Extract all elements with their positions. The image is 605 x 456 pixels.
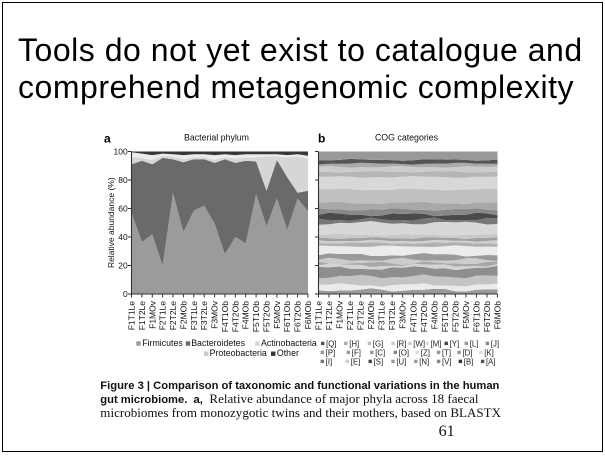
svg-text:F6T2Ob: F6T2Ob: [482, 301, 492, 332]
svg-text:[U]: [U]: [396, 357, 406, 366]
svg-text:COG categories: COG categories: [375, 133, 439, 143]
svg-text:F5T1Ob: F5T1Ob: [440, 301, 450, 332]
svg-text:Proteobacteria: Proteobacteria: [210, 348, 267, 358]
svg-text:F4MOb: F4MOb: [429, 301, 439, 330]
svg-text:F5T1Ob: F5T1Ob: [251, 301, 261, 332]
svg-text:F4MOb: F4MOb: [241, 301, 251, 330]
svg-text:[T]: [T]: [442, 348, 451, 357]
svg-text:F4T1Ob: F4T1Ob: [408, 301, 418, 332]
svg-text:[C]: [C]: [375, 348, 385, 357]
svg-text:[F]: [F]: [352, 348, 361, 357]
svg-text:F2T1Le: F2T1Le: [158, 301, 168, 331]
svg-text:[J]: [J]: [491, 339, 499, 348]
svg-text:80: 80: [118, 175, 128, 185]
svg-text:[A]: [A]: [486, 357, 496, 366]
svg-text:F6MOb: F6MOb: [493, 301, 503, 330]
svg-text:F3T1Le: F3T1Le: [377, 301, 387, 331]
svg-text:F1T2Le: F1T2Le: [137, 301, 147, 331]
svg-text:[W]: [W]: [413, 339, 425, 348]
svg-text:F6T1Ob: F6T1Ob: [471, 301, 481, 332]
svg-text:F1T1Le: F1T1Le: [127, 301, 137, 331]
svg-text:[O]: [O]: [399, 348, 409, 357]
svg-text:F3MOv: F3MOv: [210, 300, 220, 329]
svg-text:[L]: [L]: [470, 339, 479, 348]
svg-text:[Q]: [Q]: [326, 339, 336, 348]
svg-text:F1T2Le: F1T2Le: [324, 301, 334, 331]
svg-text:100: 100: [114, 147, 128, 157]
svg-text:b: b: [318, 132, 325, 146]
svg-text:[E]: [E]: [351, 357, 361, 366]
svg-text:[H]: [H]: [349, 339, 359, 348]
svg-text:a: a: [104, 132, 111, 146]
svg-text:F5MOv: F5MOv: [461, 300, 471, 329]
svg-text:[D]: [D]: [463, 348, 473, 357]
svg-text:[V]: [V]: [442, 357, 452, 366]
svg-text:F2MOb: F2MOb: [366, 301, 376, 330]
svg-text:F2T2Le: F2T2Le: [356, 301, 366, 331]
svg-text:F5T2Ob: F5T2Ob: [450, 301, 460, 332]
svg-text:[M]: [M]: [431, 339, 442, 348]
svg-text:40: 40: [118, 232, 128, 242]
svg-text:F2T1Le: F2T1Le: [345, 301, 355, 331]
svg-text:Actinobacteria: Actinobacteria: [261, 338, 317, 348]
svg-text:[B]: [B]: [464, 357, 474, 366]
svg-text:[S]: [S]: [374, 357, 384, 366]
svg-text:[Y]: [Y]: [450, 339, 460, 348]
svg-text:Other: Other: [277, 348, 299, 358]
svg-text:F3T1Le: F3T1Le: [189, 301, 199, 331]
svg-text:F6T2Ob: F6T2Ob: [293, 301, 303, 332]
svg-text:F4T1Ob: F4T1Ob: [220, 301, 230, 332]
svg-text:F2MOb: F2MOb: [178, 301, 188, 330]
svg-text:[R]: [R]: [397, 339, 407, 348]
svg-text:[K]: [K]: [484, 348, 494, 357]
svg-text:F2T2Le: F2T2Le: [168, 301, 178, 331]
svg-text:Relative abundance (%): Relative abundance (%): [106, 177, 116, 268]
svg-text:[P]: [P]: [326, 348, 336, 357]
svg-text:[Z]: [Z]: [421, 348, 430, 357]
svg-text:F5MOv: F5MOv: [272, 300, 282, 329]
svg-text:60: 60: [118, 204, 128, 214]
svg-text:F6MOb: F6MOb: [303, 301, 313, 330]
svg-text:F3T2Le: F3T2Le: [199, 301, 209, 331]
svg-text:[I]: [I]: [326, 357, 333, 366]
svg-text:F3MOv: F3MOv: [398, 300, 408, 329]
svg-text:F4T2Ob: F4T2Ob: [419, 301, 429, 332]
svg-text:F5T2Ob: F5T2Ob: [262, 301, 272, 332]
svg-text:F3T2Le: F3T2Le: [387, 301, 397, 331]
svg-text:F1T1Le: F1T1Le: [314, 301, 324, 331]
svg-text:0: 0: [123, 289, 128, 299]
svg-text:F6T1Ob: F6T1Ob: [282, 301, 292, 332]
svg-text:F4T2Ob: F4T2Ob: [230, 301, 240, 332]
svg-text:[G]: [G]: [373, 339, 383, 348]
svg-text:F1MOv: F1MOv: [147, 300, 157, 329]
svg-text:Bacteroidetes: Bacteroidetes: [191, 338, 245, 348]
svg-text:Firmicutes: Firmicutes: [142, 338, 183, 348]
svg-text:20: 20: [118, 261, 128, 271]
svg-text:[N]: [N]: [419, 357, 429, 366]
svg-text:F1MOv: F1MOv: [335, 300, 345, 329]
svg-text:Bacterial phylum: Bacterial phylum: [184, 133, 249, 143]
